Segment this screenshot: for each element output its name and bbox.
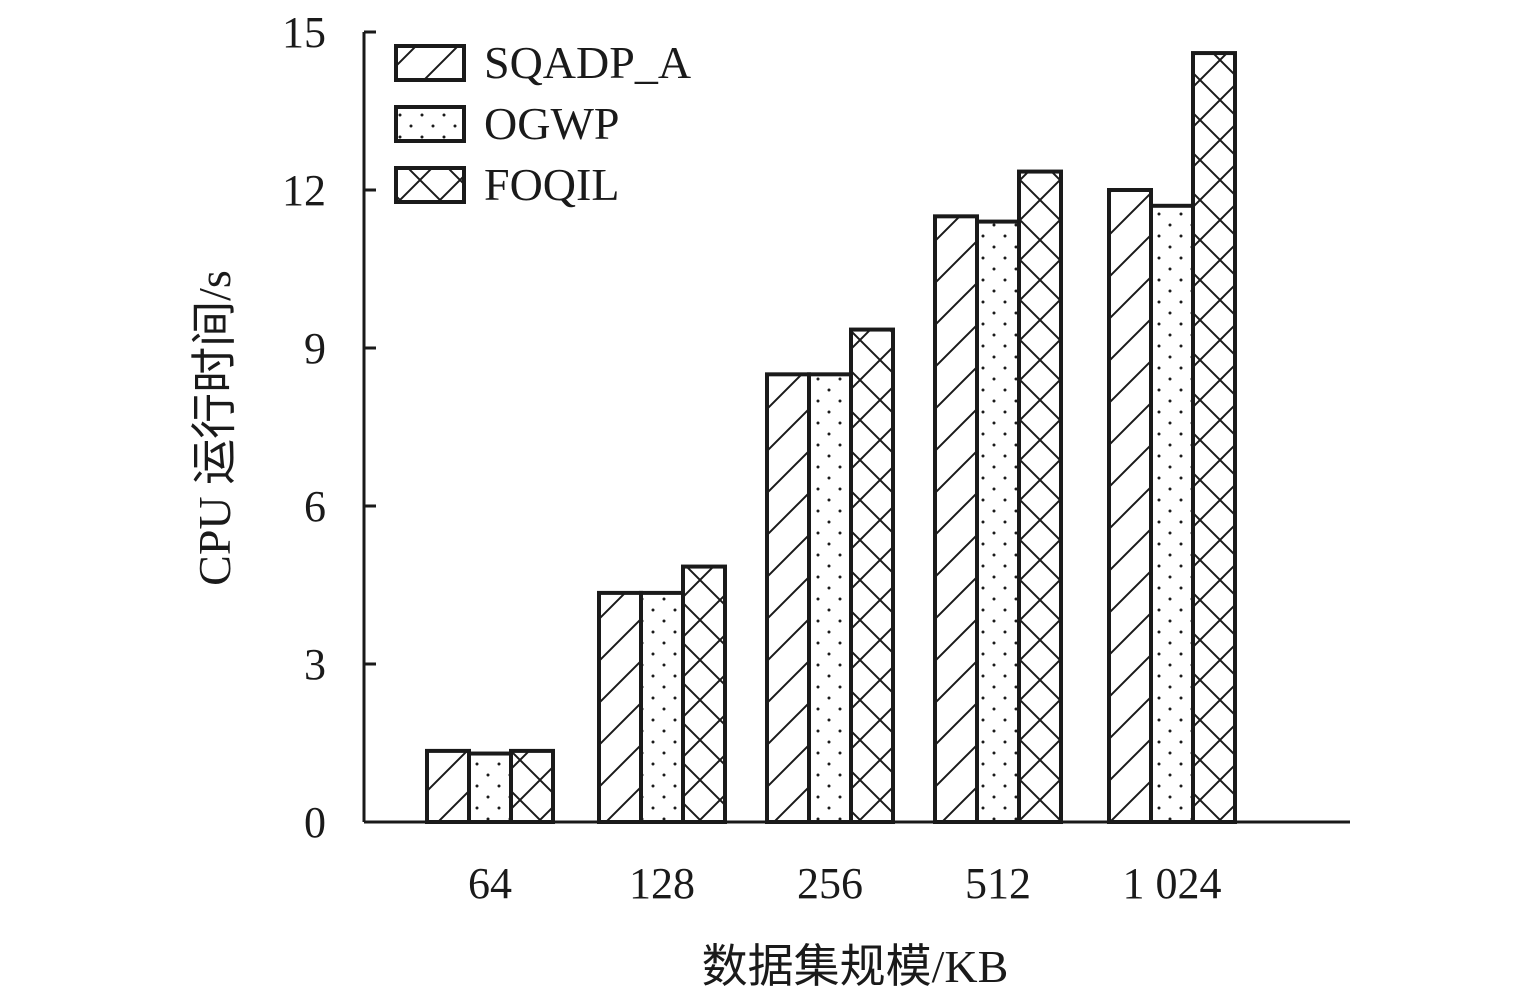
bar-sqadp-a-256 <box>765 372 811 824</box>
legend-swatch-sqadp-a <box>394 44 466 82</box>
legend-label: OGWP <box>484 98 619 149</box>
y-tick-label: 6 <box>304 482 326 531</box>
bar-foqil-512 <box>1017 169 1063 825</box>
x-tick-label: 256 <box>797 859 863 908</box>
y-tick-label: 15 <box>282 8 326 57</box>
x-axis-title: 数据集规模/KB <box>702 941 1009 992</box>
bar-ogwp-128 <box>639 590 685 825</box>
bar-ogwp-64 <box>467 751 513 824</box>
bar-foqil-64 <box>509 748 555 825</box>
x-tick-label: 512 <box>965 859 1031 908</box>
y-axis-title: CPU 运行时间/s <box>189 270 240 586</box>
bar-foqil-256 <box>849 327 895 824</box>
x-tick-label: 1 024 <box>1123 859 1222 908</box>
legend-swatch-ogwp <box>394 105 466 143</box>
y-axis-ticks: 0 3 6 9 12 15 <box>282 8 376 847</box>
y-tick-label: 0 <box>304 798 326 847</box>
bar-foqil-1024 <box>1191 51 1237 825</box>
y-tick-label: 3 <box>304 640 326 689</box>
bars <box>425 51 1237 825</box>
x-tick-label: 128 <box>629 859 695 908</box>
bar-sqadp-a-512 <box>933 214 979 825</box>
legend-label: FOQIL <box>484 159 619 210</box>
bar-sqadp-a-64 <box>425 748 471 825</box>
bar-foqil-128 <box>681 564 727 824</box>
y-tick-label: 9 <box>304 324 326 373</box>
legend-label: SQADP_A <box>484 37 691 88</box>
legend-swatch-foqil <box>394 166 466 204</box>
x-axis-ticks: 64 128 256 512 1 024 <box>468 859 1222 908</box>
bar-ogwp-512 <box>975 219 1021 825</box>
bar-ogwp-1024 <box>1149 203 1195 825</box>
y-tick-label: 12 <box>282 166 326 215</box>
bar-sqadp-a-128 <box>597 590 643 825</box>
bar-ogwp-256 <box>807 372 853 824</box>
bar-sqadp-a-1024 <box>1107 188 1153 824</box>
x-tick-label: 64 <box>468 859 512 908</box>
legend: SQADP_A OGWP FOQIL <box>394 37 691 210</box>
